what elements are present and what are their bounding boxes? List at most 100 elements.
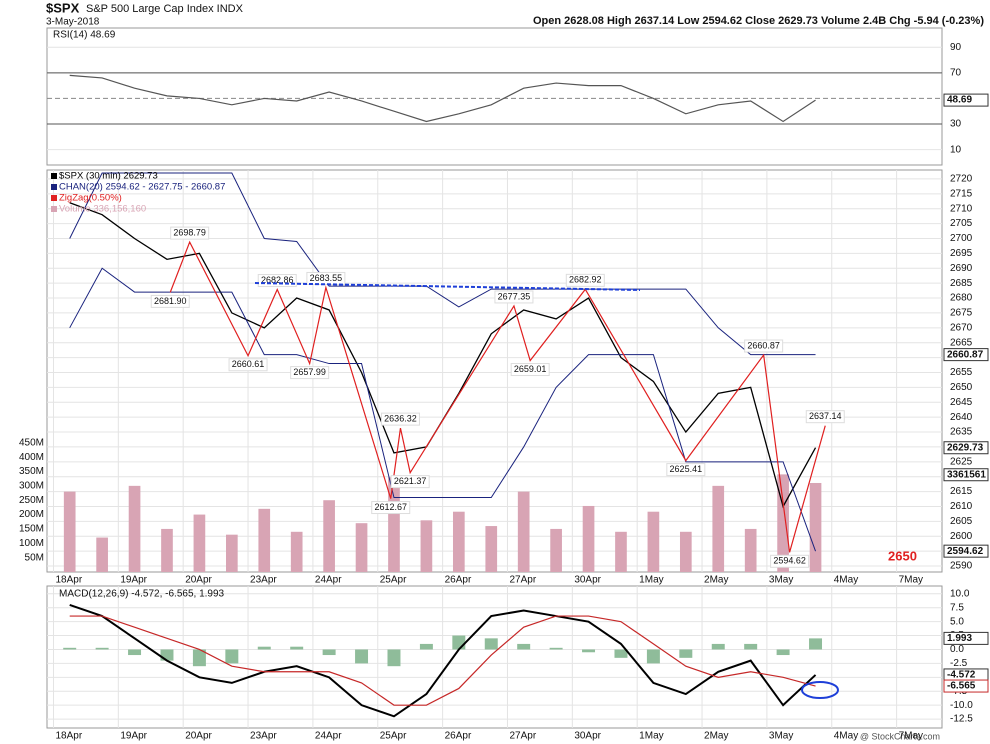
x-tick-label: 20Apr: [185, 575, 212, 586]
panel: [46, 27, 943, 166]
histogram-bar: [160, 649, 174, 661]
y-tick-label: 2690: [950, 263, 973, 274]
pivot-label: 2660.61: [232, 359, 265, 369]
pivot-label: 2681.90: [154, 296, 187, 306]
x-tick-label: 2May: [704, 731, 728, 742]
legend-swatch: [51, 195, 57, 201]
end-label-box: [943, 441, 989, 455]
histogram-bar: [549, 647, 563, 650]
y-tick-label: 2640: [950, 412, 973, 423]
volume-bar: [290, 531, 303, 572]
y-tick-label: 2655: [950, 367, 973, 378]
y-tick-label: 2715: [950, 188, 973, 199]
histogram-bar: [95, 647, 109, 650]
x-tick-label: 7May: [899, 575, 923, 586]
panel-title: RSI(14) 48.69: [53, 30, 116, 41]
pivot-label-box: [494, 290, 534, 304]
y-tick-label: 2685: [950, 278, 973, 289]
x-tick-label: 26Apr: [445, 731, 472, 742]
pivot-label-box: [228, 358, 268, 372]
y-tick-label: 2675: [950, 308, 973, 319]
volume-bar: [420, 520, 433, 572]
pivot-label: 2657.99: [293, 367, 326, 377]
end-label-box: [943, 679, 989, 693]
end-label-box: [943, 631, 989, 645]
quote: Open 2628.08 High 2637.14 Low 2594.62 Cl…: [533, 15, 984, 27]
y-tick-label: 7.5: [950, 602, 964, 613]
x-tick-label: 25Apr: [380, 731, 407, 742]
pivot-label: 2660.87: [747, 340, 780, 350]
volume-bar: [485, 526, 498, 572]
pivot-label-box: [805, 410, 845, 424]
pivot-label: 2625.41: [670, 464, 703, 474]
index-name: S&P 500 Large Cap Index INDX: [86, 3, 244, 15]
histogram-bar: [711, 643, 725, 650]
y-tick-label: 5.0: [950, 616, 964, 627]
legend-swatch: [51, 184, 57, 190]
x-tick-label: 3May: [769, 575, 793, 586]
volume-bar: [777, 474, 789, 572]
date: 3-May-2018: [46, 17, 100, 28]
histogram-bar: [517, 643, 531, 650]
end-label-box: [943, 348, 989, 362]
end-label: 3361561: [947, 469, 986, 480]
end-label-box: [943, 544, 989, 558]
pivot-label: 2683.55: [310, 273, 343, 283]
volume-bar: [128, 485, 141, 572]
end-label: 48.69: [947, 95, 972, 106]
x-tick-label: 23Apr: [250, 731, 277, 742]
y-tick-label: 2600: [950, 531, 973, 542]
histogram-bar: [225, 649, 239, 664]
histogram-bar: [776, 649, 790, 656]
credit: @ StockCharts.com: [860, 731, 940, 741]
x-tick-label: 24Apr: [315, 575, 342, 586]
histogram-bar: [192, 649, 206, 667]
histogram-bar: [355, 649, 369, 664]
volume-bar: [226, 534, 238, 572]
y2-tick-label: 450M: [19, 437, 44, 448]
x-tick-label: 2May: [704, 575, 728, 586]
y-tick-label: -12.5: [950, 714, 973, 725]
price-annotation: 2650: [888, 548, 917, 563]
y-tick-label: 0.0: [950, 644, 964, 655]
pivot-label-box: [565, 273, 605, 287]
volume-bar: [355, 523, 368, 572]
y2-tick-label: 200M: [19, 509, 44, 520]
y2-tick-label: 50M: [25, 552, 44, 563]
pivot-label-box: [290, 366, 330, 380]
pivot-label-box: [170, 226, 210, 240]
zigzag: [169, 240, 826, 553]
pivot-label: 2677.35: [498, 291, 531, 301]
y-tick-label: 2665: [950, 337, 973, 348]
volume-bar: [323, 500, 335, 572]
end-label: -4.572: [947, 670, 976, 681]
y-tick-label: 2615: [950, 486, 973, 497]
rsi-line: [69, 74, 816, 123]
y-tick-label: 2710: [950, 203, 973, 214]
x-tick-label: 4May: [834, 575, 858, 586]
x-tick-label: 18Apr: [55, 731, 82, 742]
legend-entry: ZigZag(0.50%): [59, 193, 122, 204]
histogram-bar: [679, 649, 693, 658]
volume-bar: [452, 511, 465, 572]
y2-tick-label: 250M: [19, 495, 44, 506]
pivot-label-box: [744, 339, 784, 353]
volume-bar: [193, 514, 206, 572]
pivot-label: 2637.14: [809, 411, 842, 421]
y-tick-label: 10.0: [950, 588, 970, 599]
pivot-label-box: [371, 501, 411, 515]
pivot-label-box: [150, 294, 190, 308]
legend-entry: $SPX (30 min) 2629.73: [59, 171, 158, 182]
y-tick-label: 2700: [950, 233, 973, 244]
histogram-bar: [582, 649, 596, 653]
volume-bar: [679, 531, 692, 572]
x-tick-label: 24Apr: [315, 731, 342, 742]
legend-swatch: [51, 173, 57, 179]
resistance-line: [254, 282, 641, 291]
y-tick-label: 2720: [950, 174, 973, 185]
histogram-bar: [63, 647, 77, 650]
channel-upper: [69, 172, 816, 356]
legend-entry: Volume 336,156,160: [59, 204, 146, 215]
y-tick-label: 90: [950, 42, 962, 53]
volume-bar: [258, 508, 271, 572]
